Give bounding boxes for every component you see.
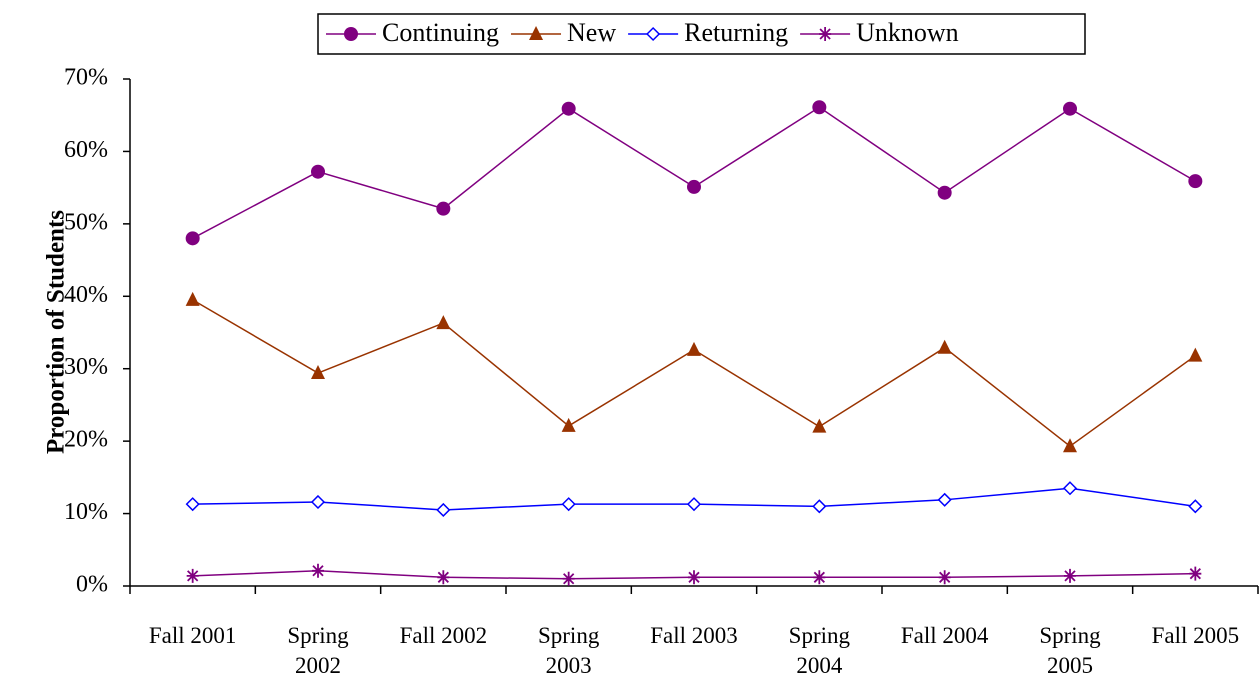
y-tick-label: 30% bbox=[64, 354, 108, 380]
marker bbox=[813, 570, 826, 585]
marker bbox=[687, 341, 701, 356]
marker bbox=[1063, 101, 1077, 116]
marker bbox=[311, 365, 325, 380]
y-tick-label: 0% bbox=[76, 572, 108, 598]
marker bbox=[529, 26, 544, 40]
legend-item: Unknown bbox=[800, 18, 959, 47]
marker bbox=[812, 499, 827, 514]
y-tick-label: 50% bbox=[64, 209, 108, 235]
marker bbox=[1064, 568, 1076, 583]
marker bbox=[812, 100, 827, 115]
marker bbox=[310, 494, 326, 510]
marker bbox=[436, 201, 451, 216]
x-tick-label: Spring 2002 bbox=[287, 623, 349, 678]
x-tick-label: Fall 2003 bbox=[650, 623, 738, 648]
marker bbox=[561, 497, 576, 512]
marker bbox=[562, 571, 575, 586]
series bbox=[185, 481, 1203, 518]
marker bbox=[1188, 174, 1203, 189]
legend-item: Continuing bbox=[326, 18, 499, 47]
x-tick-label: Spring 2003 bbox=[537, 623, 600, 678]
marker bbox=[436, 502, 451, 518]
y-tick-label: 10% bbox=[64, 499, 108, 525]
marker bbox=[437, 570, 450, 585]
legend-item: Returning bbox=[628, 18, 788, 47]
marker bbox=[561, 101, 576, 116]
series bbox=[185, 100, 1203, 246]
marker bbox=[812, 418, 827, 433]
series-line bbox=[192, 106, 1196, 240]
marker bbox=[1189, 566, 1202, 581]
x-tick-label: Fall 2004 bbox=[900, 623, 989, 648]
series bbox=[186, 563, 1202, 586]
marker bbox=[185, 291, 200, 306]
marker bbox=[436, 315, 451, 330]
legend-label: New bbox=[567, 18, 616, 47]
marker bbox=[185, 497, 200, 512]
marker bbox=[687, 179, 701, 194]
y-tick-label: 20% bbox=[64, 427, 108, 453]
x-tick-label: Spring 2005 bbox=[1039, 623, 1101, 678]
marker bbox=[1188, 499, 1203, 514]
marker bbox=[1062, 481, 1078, 496]
marker bbox=[1063, 438, 1077, 453]
legend-label: Continuing bbox=[382, 18, 499, 47]
legend-label: Unknown bbox=[856, 18, 959, 47]
x-tick-label: Fall 2002 bbox=[399, 623, 488, 648]
marker bbox=[937, 492, 952, 507]
marker bbox=[311, 164, 325, 179]
y-tick-label: 40% bbox=[64, 282, 108, 308]
marker bbox=[186, 568, 199, 583]
series bbox=[185, 291, 1203, 453]
marker bbox=[938, 570, 951, 585]
y-tick-label: 70% bbox=[64, 65, 108, 91]
marker bbox=[646, 26, 661, 42]
series-line bbox=[192, 299, 1196, 448]
marker bbox=[561, 417, 576, 432]
marker bbox=[1188, 347, 1203, 362]
marker bbox=[344, 27, 358, 41]
x-tick-label: Fall 2005 bbox=[1151, 623, 1240, 648]
y-tick-label: 60% bbox=[64, 137, 108, 163]
x-tick-label: Spring 2004 bbox=[788, 623, 850, 678]
y-axis-label: Proportion of Students bbox=[43, 210, 70, 454]
marker bbox=[688, 570, 700, 585]
x-tick-label: Fall 2001 bbox=[148, 623, 237, 648]
marker bbox=[819, 27, 832, 41]
marker bbox=[937, 339, 952, 354]
marker bbox=[937, 185, 952, 200]
marker bbox=[686, 497, 702, 512]
legend-item: New bbox=[511, 18, 616, 47]
legend-label: Returning bbox=[684, 18, 788, 47]
marker bbox=[312, 563, 324, 578]
legend-box bbox=[317, 13, 1086, 55]
marker bbox=[185, 231, 200, 246]
